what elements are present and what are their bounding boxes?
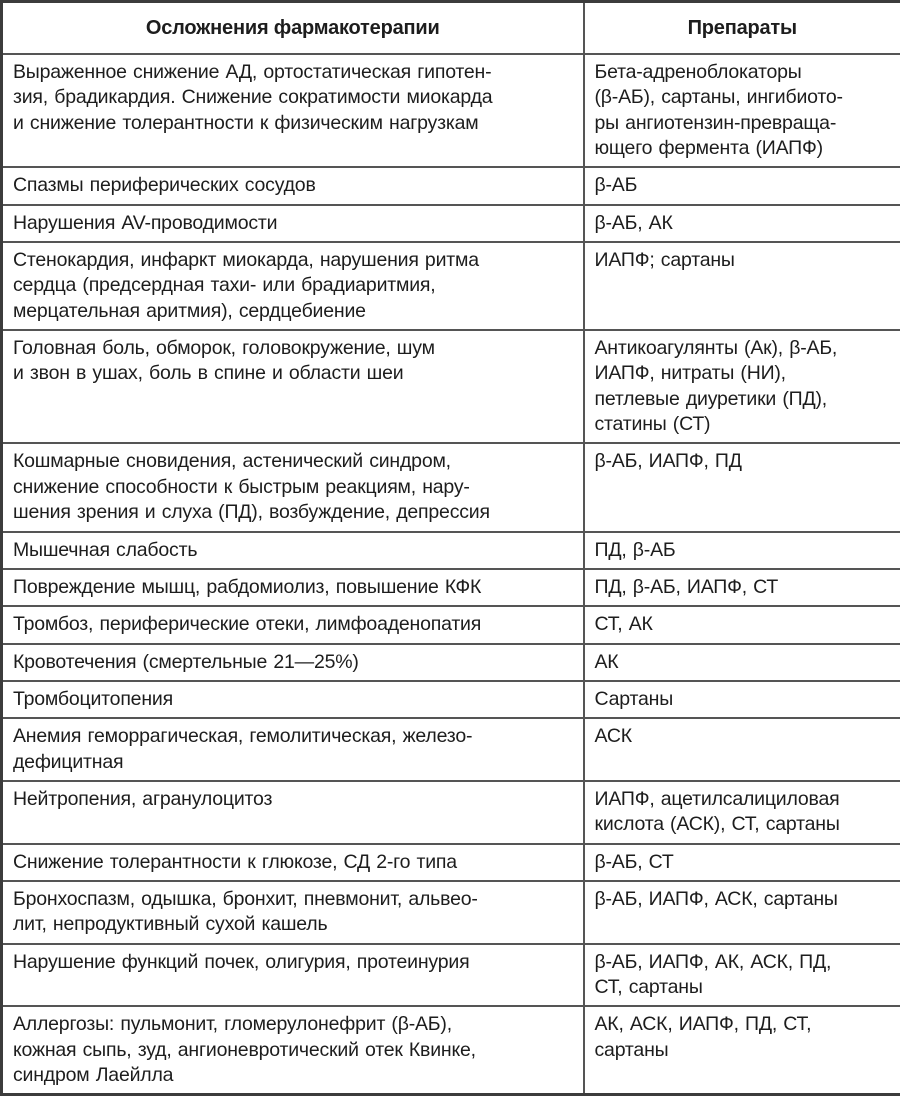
complication-cell: Выраженное снижение АД, ортостатическая …: [2, 54, 584, 167]
table-row: Кровотечения (смертельные 21—25%) АК: [2, 644, 900, 681]
table-row: Нарушение функций почек, олигурия, проте…: [2, 944, 900, 1007]
table-row: Стенокардия, инфаркт миокарда, нарушения…: [2, 242, 900, 330]
drugs-cell: АСК: [584, 718, 900, 781]
complication-cell: Головная боль, обморок, головокружение, …: [2, 330, 584, 443]
drugs-cell: ПД, β-АБ, ИАПФ, СТ: [584, 569, 900, 606]
drugs-cell: ИАПФ; сартаны: [584, 242, 900, 330]
drugs-cell: АК: [584, 644, 900, 681]
drugs-cell: АК, АСК, ИАПФ, ПД, СТ, сартаны: [584, 1006, 900, 1095]
table-row: Головная боль, обморок, головокружение, …: [2, 330, 900, 443]
header-row: Осложнения фармакотерапии Препараты: [2, 2, 900, 55]
complication-cell: Спазмы периферических сосудов: [2, 167, 584, 204]
drugs-cell: β-АБ, СТ: [584, 844, 900, 881]
drugs-cell: ИАПФ, ацетилсалициловая кислота (АСК), С…: [584, 781, 900, 844]
table-row: Анемия геморрагическая, гемолитическая, …: [2, 718, 900, 781]
complication-cell: Кровотечения (смертельные 21—25%): [2, 644, 584, 681]
drugs-cell: Сартаны: [584, 681, 900, 718]
drugs-cell: Антикоагулянты (Ак), β-АБ, ИАПФ, нитраты…: [584, 330, 900, 443]
table-row: Тромбоз, периферические отеки, лимфоаден…: [2, 606, 900, 643]
complication-cell: Аллергозы: пульмонит, гломерулонефрит (β…: [2, 1006, 584, 1095]
complication-cell: Нейтропения, агранулоцитоз: [2, 781, 584, 844]
table-row: Аллергозы: пульмонит, гломерулонефрит (β…: [2, 1006, 900, 1095]
table-row: Кошмарные сновидения, астенический синдр…: [2, 443, 900, 531]
table-row: Мышечная слабость ПД, β-АБ: [2, 532, 900, 569]
table-row: Выраженное снижение АД, ортостатическая …: [2, 54, 900, 167]
column-header-complications: Осложнения фармакотерапии: [2, 2, 584, 55]
complication-cell: Тромбоцитопения: [2, 681, 584, 718]
drugs-cell: Бета-адреноблокаторы (β-АБ), сартаны, ин…: [584, 54, 900, 167]
drugs-cell: ПД, β-АБ: [584, 532, 900, 569]
drugs-cell: β-АБ, ИАПФ, АК, АСК, ПД, СТ, сартаны: [584, 944, 900, 1007]
complication-cell: Нарушения AV-проводимости: [2, 205, 584, 242]
complication-cell: Мышечная слабость: [2, 532, 584, 569]
complication-cell: Снижение толерантности к глюкозе, СД 2-г…: [2, 844, 584, 881]
table-row: Нейтропения, агранулоцитоз ИАПФ, ацетилс…: [2, 781, 900, 844]
complication-cell: Анемия геморрагическая, гемолитическая, …: [2, 718, 584, 781]
table-row: Повреждение мышц, рабдомиолиз, повышение…: [2, 569, 900, 606]
column-header-drugs: Препараты: [584, 2, 900, 55]
table-row: Снижение толерантности к глюкозе, СД 2-г…: [2, 844, 900, 881]
table-row: Тромбоцитопения Сартаны: [2, 681, 900, 718]
complication-cell: Стенокардия, инфаркт миокарда, нарушения…: [2, 242, 584, 330]
complication-cell: Бронхоспазм, одышка, бронхит, пневмонит,…: [2, 881, 584, 944]
table-row: Нарушения AV-проводимости β-АБ, АК: [2, 205, 900, 242]
drugs-cell: β-АБ, АК: [584, 205, 900, 242]
complication-cell: Нарушение функций почек, олигурия, проте…: [2, 944, 584, 1007]
complication-cell: Тромбоз, периферические отеки, лимфоаден…: [2, 606, 584, 643]
complication-cell: Кошмарные сновидения, астенический синдр…: [2, 443, 584, 531]
table-row: Спазмы периферических сосудов β-АБ: [2, 167, 900, 204]
drugs-cell: β-АБ, ИАПФ, АСК, сартаны: [584, 881, 900, 944]
drugs-cell: β-АБ: [584, 167, 900, 204]
complication-cell: Повреждение мышц, рабдомиолиз, повышение…: [2, 569, 584, 606]
table-row: Бронхоспазм, одышка, бронхит, пневмонит,…: [2, 881, 900, 944]
drugs-cell: β-АБ, ИАПФ, ПД: [584, 443, 900, 531]
drugs-cell: СТ, АК: [584, 606, 900, 643]
